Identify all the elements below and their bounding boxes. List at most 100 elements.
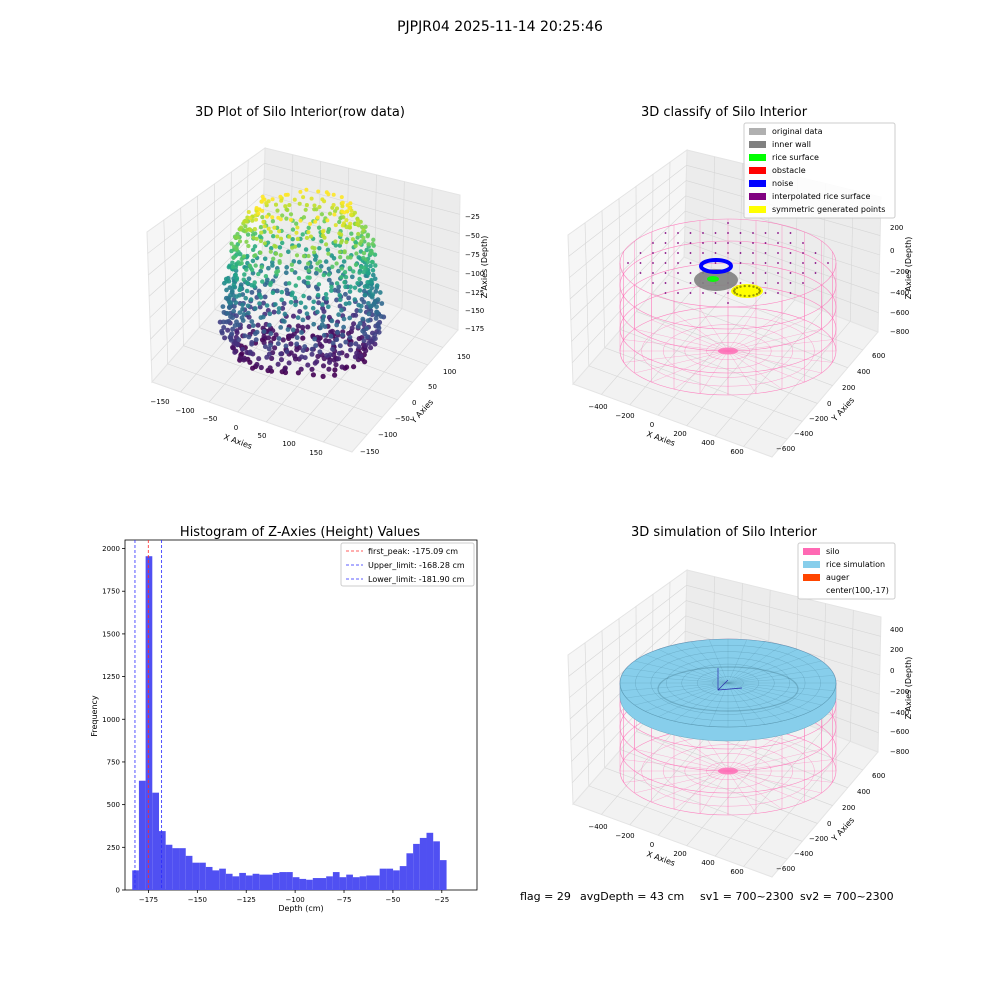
histogram-bar: [292, 877, 300, 890]
legend-label: rice surface: [772, 153, 819, 162]
scatter-point: [250, 218, 255, 223]
scatter-point: [333, 223, 338, 228]
interpolated-point: [652, 262, 654, 264]
scatter-point: [333, 239, 338, 244]
symmetric-point: [733, 288, 736, 291]
noise-cluster: [699, 258, 733, 274]
histogram-bar: [306, 879, 313, 890]
rice-mesh-spoke: [709, 682, 729, 727]
scatter-point: [235, 231, 240, 237]
scatter-point: [296, 345, 302, 351]
scatter-point: [355, 221, 360, 226]
scatter-point: [261, 328, 267, 334]
scatter-point: [284, 207, 289, 212]
x-tick-label: 50: [258, 432, 267, 440]
scatter-point: [227, 263, 232, 269]
scatter-point: [233, 272, 238, 278]
grid-line: [294, 308, 403, 433]
scatter-point: [257, 234, 263, 239]
scatter-point: [260, 208, 265, 213]
status-line: flag = 29 avgDepth = 43 cm sv1 = 700~230…: [520, 890, 894, 903]
scatter-point: [315, 215, 320, 220]
interpolated-point: [689, 292, 692, 294]
scatter-point: [309, 366, 315, 372]
y-tick-label: 400: [857, 788, 870, 796]
histogram-bar: [352, 877, 360, 890]
scatter-point: [305, 314, 311, 321]
rice-mesh-spoke: [673, 644, 729, 684]
interpolated-point: [702, 242, 704, 244]
rice-mesh-spoke: [645, 654, 729, 684]
interpolated-point: [752, 272, 754, 274]
panel-classify-xlabel: X Axies: [645, 429, 676, 448]
scatter-point: [374, 283, 380, 288]
scatter-point: [376, 329, 382, 335]
scatter-point: [317, 245, 322, 251]
legend-swatch-silo: [803, 548, 820, 555]
scatter-point: [348, 347, 354, 353]
scatter-point: [333, 362, 339, 368]
legend-frame: [743, 122, 896, 219]
silo-floor-spoke: [727, 748, 822, 772]
scatter-point: [283, 204, 288, 209]
scatter-point: [235, 235, 241, 240]
panel-simulation-3d: 3D simulation of Silo Interior −400 −200…: [567, 525, 913, 878]
scatter-point: [284, 287, 290, 293]
scatter-point: [288, 217, 293, 222]
scatter-point: [354, 308, 360, 314]
scatter-point: [324, 242, 329, 247]
scatter-point: [344, 353, 350, 359]
histogram-bar: [192, 862, 200, 890]
scatter-point: [332, 372, 338, 378]
scatter-point: [229, 331, 235, 337]
symmetric-point: [748, 284, 751, 288]
scatter-point: [294, 341, 300, 347]
interpolated-point: [752, 232, 754, 234]
histogram-bar: [259, 874, 266, 890]
interpolated-point: [752, 282, 754, 284]
scatter-point: [262, 344, 268, 350]
interpolated-point: [752, 262, 754, 264]
histogram-bar: [312, 878, 320, 890]
scatter-point: [364, 247, 369, 253]
grid-line: [183, 345, 383, 418]
histogram-bar: [339, 877, 347, 890]
scatter-point: [266, 265, 271, 271]
grid-line: [601, 630, 606, 768]
scatter-point: [231, 255, 236, 260]
scatter-point: [230, 264, 236, 270]
scatter-point: [244, 288, 250, 294]
scatter-point: [255, 322, 261, 328]
panel-simulation-zlabel: Z Axies (Depth): [904, 657, 913, 720]
grid-line: [167, 363, 368, 435]
x-tick-label: −25: [434, 896, 449, 904]
scatter-point: [331, 202, 336, 208]
scatter-point: [320, 302, 325, 307]
scatter-point: [339, 275, 344, 280]
scatter-point: [321, 308, 327, 315]
scatter-point: [259, 265, 264, 270]
scatter-point: [366, 340, 372, 346]
symmetric-point: [743, 294, 746, 298]
interpolated-point: [789, 262, 792, 264]
interpolated-point: [689, 262, 692, 264]
scatter-point: [365, 279, 370, 285]
scatter-point: [361, 227, 366, 233]
scatter-point: [348, 201, 353, 206]
scatter-point: [350, 237, 355, 242]
grid-line: [604, 347, 803, 422]
rice-mesh-spoke: [727, 644, 783, 684]
panel-simulation-y-ticks: 600 400 200 0 −200 −400 −600: [776, 772, 885, 873]
silo-floor-spoke: [727, 319, 805, 352]
interpolated-point: [814, 262, 817, 264]
scatter-point: [305, 324, 311, 330]
silo-floor-spoke: [634, 770, 729, 794]
scatter-point: [308, 221, 313, 226]
scatter-point: [368, 303, 374, 309]
scatter-point: [284, 265, 290, 270]
scatter-point: [366, 242, 371, 247]
auger-line: [717, 687, 743, 691]
scatter-point: [237, 310, 243, 315]
scatter-point: [347, 289, 353, 294]
scatter-point: [260, 194, 265, 199]
